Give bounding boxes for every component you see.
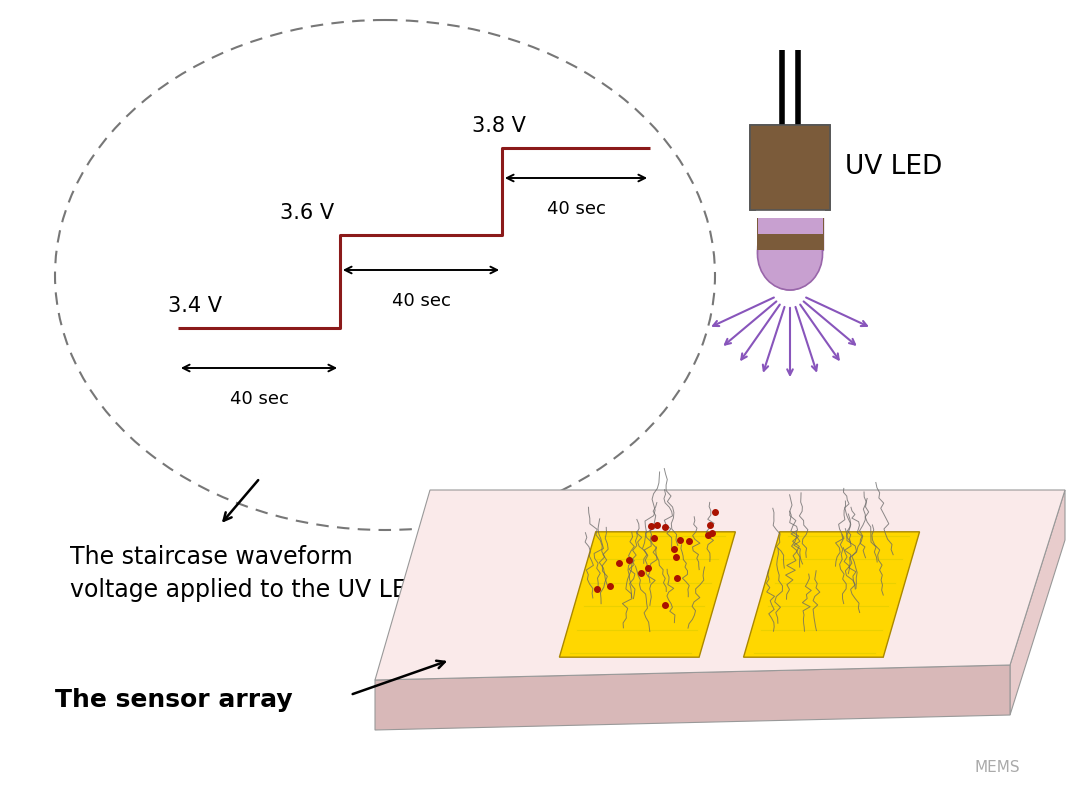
Text: 3.4 V: 3.4 V bbox=[168, 296, 222, 316]
Text: 40 sec: 40 sec bbox=[230, 390, 288, 408]
FancyArrowPatch shape bbox=[183, 365, 335, 371]
FancyArrowPatch shape bbox=[800, 305, 839, 359]
Text: MEMS: MEMS bbox=[974, 760, 1020, 775]
FancyBboxPatch shape bbox=[750, 125, 831, 210]
Text: UV LED: UV LED bbox=[845, 155, 942, 180]
Polygon shape bbox=[375, 490, 1065, 680]
Polygon shape bbox=[559, 532, 735, 657]
FancyArrowPatch shape bbox=[787, 308, 793, 375]
FancyArrowPatch shape bbox=[507, 175, 645, 181]
FancyBboxPatch shape bbox=[756, 205, 824, 250]
Text: 3.8 V: 3.8 V bbox=[472, 116, 526, 136]
FancyArrowPatch shape bbox=[741, 305, 780, 359]
FancyArrowPatch shape bbox=[796, 307, 818, 371]
Text: 3.6 V: 3.6 V bbox=[280, 203, 334, 223]
Ellipse shape bbox=[757, 218, 823, 290]
FancyBboxPatch shape bbox=[757, 210, 823, 234]
FancyArrowPatch shape bbox=[725, 302, 777, 345]
FancyArrowPatch shape bbox=[762, 307, 784, 371]
Text: 40 sec: 40 sec bbox=[392, 292, 450, 310]
Text: The staircase waveform: The staircase waveform bbox=[70, 545, 353, 569]
FancyBboxPatch shape bbox=[756, 200, 824, 218]
FancyBboxPatch shape bbox=[757, 210, 823, 250]
Polygon shape bbox=[1010, 490, 1065, 715]
Text: 40 sec: 40 sec bbox=[546, 200, 606, 218]
Polygon shape bbox=[743, 532, 919, 657]
Text: voltage applied to the UV LED: voltage applied to the UV LED bbox=[70, 578, 426, 602]
Text: The sensor array: The sensor array bbox=[55, 688, 293, 712]
Polygon shape bbox=[375, 665, 1010, 730]
FancyArrowPatch shape bbox=[806, 298, 867, 326]
FancyBboxPatch shape bbox=[750, 125, 831, 210]
FancyArrowPatch shape bbox=[345, 267, 497, 273]
Ellipse shape bbox=[757, 210, 823, 290]
FancyArrowPatch shape bbox=[713, 298, 774, 326]
FancyArrowPatch shape bbox=[804, 302, 855, 345]
